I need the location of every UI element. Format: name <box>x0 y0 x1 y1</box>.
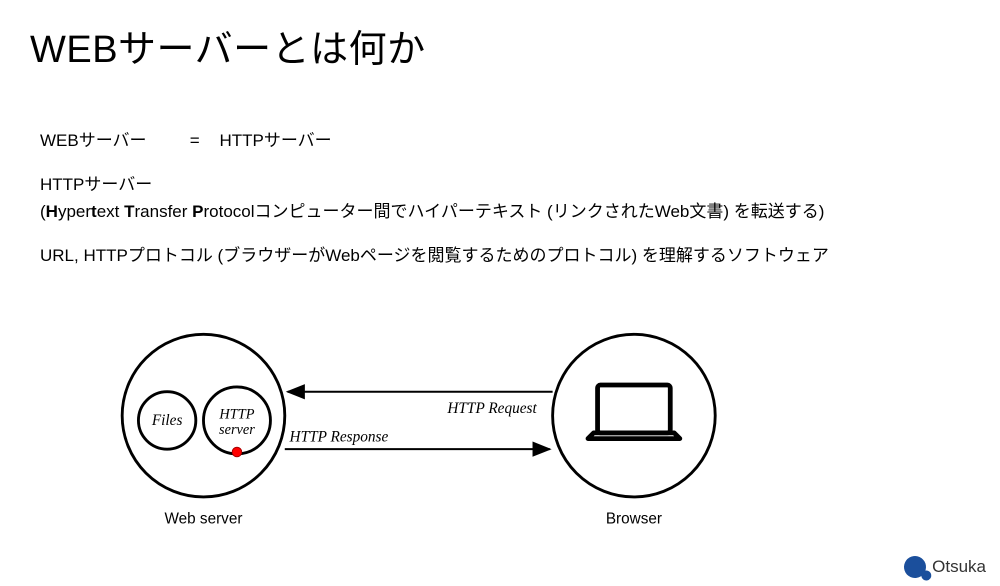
brand-text: Otsuka <box>932 557 986 577</box>
brand-mark-icon <box>903 555 928 580</box>
laptop-icon <box>588 385 680 439</box>
pointer-dot-icon <box>232 447 242 457</box>
definition-line2: (Hypertext Transfer Protocolコンピューター間でハイパ… <box>40 202 824 221</box>
body-text: WEBサーバー = HTTPサーバー HTTPサーバー (Hypertext T… <box>40 128 829 287</box>
eq-right: HTTPサーバー <box>219 128 331 154</box>
definition-line1: HTTPサーバー <box>40 175 152 194</box>
brand-logo: Otsuka <box>904 556 986 578</box>
equation-row: WEBサーバー = HTTPサーバー <box>40 128 829 154</box>
files-label: Files <box>151 412 183 429</box>
server-caption: Web server <box>165 511 243 528</box>
browser-caption: Browser <box>606 511 662 528</box>
architecture-diagram: Files HTTP server HTTP Request HTTP Resp… <box>0 320 1000 540</box>
eq-sign: = <box>175 128 215 154</box>
request-label: HTTP Request <box>446 400 537 417</box>
http-server-label-1: HTTP <box>218 407 254 423</box>
slide-title: WEBサーバーとは何か <box>30 18 426 73</box>
http-server-label-2: server <box>219 422 255 438</box>
response-label: HTTP Response <box>289 428 389 445</box>
eq-left: WEBサーバー <box>40 128 170 154</box>
browser-circle <box>553 334 716 497</box>
explanation-line: URL, HTTPプロトコル (ブラウザーがWebページを閲覧するためのプロトコ… <box>40 243 829 269</box>
definition-block: HTTPサーバー (Hypertext Transfer Protocolコンピ… <box>40 172 829 225</box>
